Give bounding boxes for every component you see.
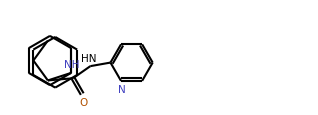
Text: N: N xyxy=(118,84,126,94)
Text: NH: NH xyxy=(64,60,79,70)
Text: HN: HN xyxy=(81,53,97,63)
Text: O: O xyxy=(80,97,88,107)
